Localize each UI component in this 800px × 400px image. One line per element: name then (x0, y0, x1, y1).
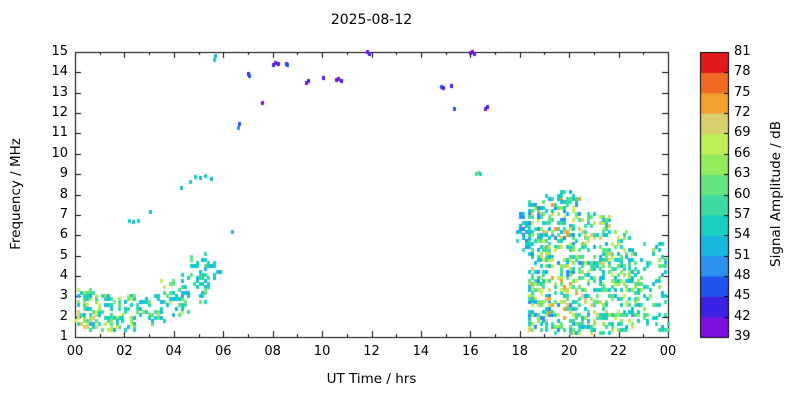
y-tick-label: 14 (51, 64, 68, 80)
x-tick-label: 16 (462, 344, 479, 359)
y-tick-label: 10 (51, 145, 68, 161)
y-axis-label: Frequency / MHz (8, 138, 24, 250)
colorbar-tick-label: 66 (734, 145, 751, 161)
x-axis-label: UT Time / hrs (326, 371, 417, 387)
y-tick-label: 4 (59, 267, 68, 283)
x-tick-label: 22 (610, 344, 627, 359)
x-tick-label: 06 (214, 344, 232, 359)
chart-title: 2025-08-12 (330, 12, 413, 28)
colorbar-tick-label: 54 (734, 227, 751, 243)
y-tick-label: 9 (59, 166, 68, 182)
x-tick-label: 00 (659, 344, 677, 359)
y-tick-label: 6 (59, 227, 68, 243)
x-tick-label: 14 (412, 344, 430, 359)
colorbar-tick-label: 57 (734, 206, 751, 222)
colorbar-tick-label: 63 (734, 166, 751, 182)
y-tick-label: 3 (59, 288, 68, 304)
y-tick-label: 2 (59, 308, 68, 324)
y-tick-label: 15 (51, 44, 68, 59)
y-tick-label: 12 (51, 105, 68, 121)
x-tick-label: 08 (264, 344, 281, 359)
y-tick-label: 7 (59, 206, 68, 222)
colorbar-tick-label: 39 (734, 329, 751, 344)
x-tick-label: 02 (116, 344, 133, 359)
x-tick-label: 12 (363, 344, 380, 359)
x-tick-label: 04 (165, 344, 183, 359)
y-tick-label: 8 (59, 186, 68, 202)
colorbar-tick-label: 75 (734, 84, 751, 100)
y-tick-label: 5 (59, 247, 68, 263)
colorbar-tick-label: 78 (734, 64, 751, 80)
x-tick-label: 00 (66, 344, 84, 359)
colorbar-tick-label: 60 (734, 186, 751, 202)
x-tick-label: 18 (511, 344, 529, 359)
colorbar-tick-label: 51 (734, 247, 751, 263)
colorbar-tick-label: 81 (734, 44, 751, 59)
colorbar-tick-label: 69 (734, 125, 751, 141)
y-tick-label: 1 (59, 329, 68, 344)
colorbar-tick-label: 45 (734, 288, 751, 304)
colorbar-label: Signal Amplitude / dB (768, 121, 784, 267)
y-tick-label: 13 (51, 84, 68, 100)
colorbar-tick-label: 48 (734, 267, 751, 283)
x-tick-label: 20 (560, 344, 578, 359)
colorbar-tick-label: 42 (734, 308, 751, 324)
x-tick-label: 10 (313, 344, 331, 359)
y-tick-label: 11 (51, 125, 68, 141)
colorbar-tick-label: 72 (734, 105, 751, 121)
